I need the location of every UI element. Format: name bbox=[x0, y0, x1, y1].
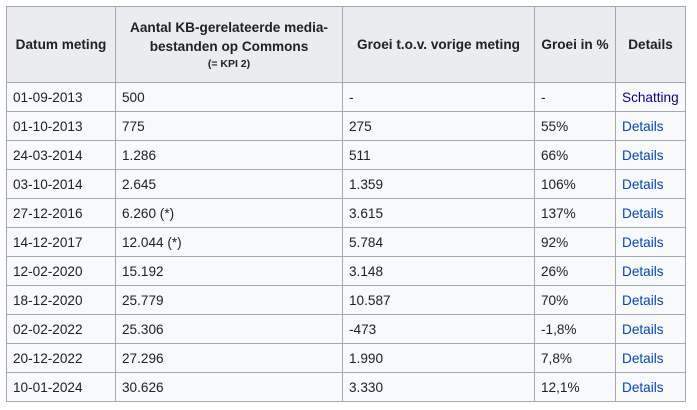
count-cell: 1.286 bbox=[115, 140, 343, 170]
growth-cell: 1.990 bbox=[342, 343, 535, 373]
table-row: 27-12-2016 6.260 (*) 3.615 137% Details bbox=[6, 198, 686, 228]
estimate-link[interactable]: Schatting bbox=[622, 89, 679, 105]
details-link[interactable]: Details bbox=[622, 321, 664, 337]
date-cell: 14-12-2017 bbox=[6, 227, 116, 257]
kpi-table: Datum meting Aantal KB-gerelateerde medi… bbox=[6, 6, 686, 402]
growth-cell: 1.359 bbox=[342, 169, 535, 199]
table-body: 01-09-2013 500- - Schatting 01-10-2013 775 275… bbox=[6, 82, 686, 402]
growth-pct-cell: 12,1% bbox=[534, 372, 616, 402]
date-cell: 10-01-2024 bbox=[6, 372, 116, 402]
details-cell: Details bbox=[615, 140, 686, 170]
count-cell: 15.192 bbox=[115, 256, 343, 286]
details-link[interactable]: Details bbox=[622, 176, 664, 192]
growth-pct-cell: 26% bbox=[534, 256, 616, 286]
details-cell: Details bbox=[615, 372, 686, 402]
growth-cell: - bbox=[342, 82, 535, 112]
count-cell: 775 bbox=[115, 111, 343, 141]
table-row: 14-12-2017 12.044 (*) 5.784 92% Details bbox=[6, 227, 686, 257]
header-count-line2: bestanden op Commons bbox=[149, 38, 309, 54]
growth-pct-cell: 55% bbox=[534, 111, 616, 141]
growth-cell: 3.148 bbox=[342, 256, 535, 286]
table-row: 18-12-2020 25.779 10.587 70% Details bbox=[6, 285, 686, 315]
header-count-line1: Aantal KB-gerelateerde media- bbox=[130, 19, 328, 35]
count-cell: 500 bbox=[115, 82, 343, 112]
count-cell: 6.260 (*) bbox=[115, 198, 343, 228]
growth-cell: -473 bbox=[342, 314, 535, 344]
table-row: 01-09-2013 500- - Schatting bbox=[6, 82, 686, 112]
details-link[interactable]: Details bbox=[622, 379, 664, 395]
count-cell: 25.306 bbox=[115, 314, 343, 344]
count-cell: 2.645 bbox=[115, 169, 343, 199]
date-cell: 24-03-2014 bbox=[6, 140, 116, 170]
date-cell: 20-12-2022 bbox=[6, 343, 116, 373]
growth-cell: 5.784 bbox=[342, 227, 535, 257]
details-link[interactable]: Details bbox=[622, 263, 664, 279]
growth-pct-cell: 7,8% bbox=[534, 343, 616, 373]
details-cell: Schatting bbox=[615, 82, 686, 112]
table-row: 24-03-2014 1.286 511 66% Details bbox=[6, 140, 686, 170]
growth-pct-cell: 137% bbox=[534, 198, 616, 228]
details-link[interactable]: Details bbox=[622, 147, 664, 163]
table-row: 01-10-2013 775 275 55% Details bbox=[6, 111, 686, 141]
count-cell: 30.626 bbox=[115, 372, 343, 402]
details-cell: Details bbox=[615, 111, 686, 141]
count-cell: 12.044 (*) bbox=[115, 227, 343, 257]
header-details: Details bbox=[615, 6, 686, 83]
details-link[interactable]: Details bbox=[622, 350, 664, 366]
details-link[interactable]: Details bbox=[622, 292, 664, 308]
details-cell: Details bbox=[615, 314, 686, 344]
growth-pct-cell: 106% bbox=[534, 169, 616, 199]
details-cell: Details bbox=[615, 198, 686, 228]
date-cell: 01-10-2013 bbox=[6, 111, 116, 141]
growth-pct-cell: - bbox=[534, 82, 616, 112]
date-cell: 03-10-2014 bbox=[6, 169, 116, 199]
table-row: 10-01-2024 30.626 3.330 12,1% Details bbox=[6, 372, 686, 402]
header-row: Datum meting Aantal KB-gerelateerde medi… bbox=[6, 6, 686, 83]
details-cell: Details bbox=[615, 285, 686, 315]
details-cell: Details bbox=[615, 343, 686, 373]
details-link[interactable]: Details bbox=[622, 118, 664, 134]
growth-pct-cell: 70% bbox=[534, 285, 616, 315]
table-row: 03-10-2014 2.645 1.359 106% Details bbox=[6, 169, 686, 199]
growth-cell: 10.587 bbox=[342, 285, 535, 315]
count-cell: 25.779 bbox=[115, 285, 343, 315]
header-growth-pct: Groei in % bbox=[534, 6, 616, 83]
details-cell: Details bbox=[615, 256, 686, 286]
header-date: Datum meting bbox=[6, 6, 116, 83]
date-cell: 02-02-2022 bbox=[6, 314, 116, 344]
header-count: Aantal KB-gerelateerde media- bestanden … bbox=[115, 6, 343, 83]
growth-pct-cell: 66% bbox=[534, 140, 616, 170]
growth-cell: 3.615 bbox=[342, 198, 535, 228]
growth-pct-cell: 92% bbox=[534, 227, 616, 257]
date-cell: 18-12-2020 bbox=[6, 285, 116, 315]
date-cell: 01-09-2013 bbox=[6, 82, 116, 112]
table-row: 12-02-2020 15.192 3.148 26% Details bbox=[6, 256, 686, 286]
header-growth: Groei t.o.v. vorige meting bbox=[342, 6, 535, 83]
details-link[interactable]: Details bbox=[622, 205, 664, 221]
table-row: 20-12-2022 27.296 1.990 7,8% Details bbox=[6, 343, 686, 373]
growth-pct-cell: -1,8% bbox=[534, 314, 616, 344]
table-row: 02-02-2022 25.306 -473 -1,8% Details bbox=[6, 314, 686, 344]
details-cell: Details bbox=[615, 227, 686, 257]
details-link[interactable]: Details bbox=[622, 234, 664, 250]
growth-cell: 3.330 bbox=[342, 372, 535, 402]
count-cell: 27.296 bbox=[115, 343, 343, 373]
growth-cell: 275 bbox=[342, 111, 535, 141]
growth-cell: 511 bbox=[342, 140, 535, 170]
header-count-sub: (= KPI 2) bbox=[207, 57, 251, 70]
date-cell: 27-12-2016 bbox=[6, 198, 116, 228]
date-cell: 12-02-2020 bbox=[6, 256, 116, 286]
details-cell: Details bbox=[615, 169, 686, 199]
